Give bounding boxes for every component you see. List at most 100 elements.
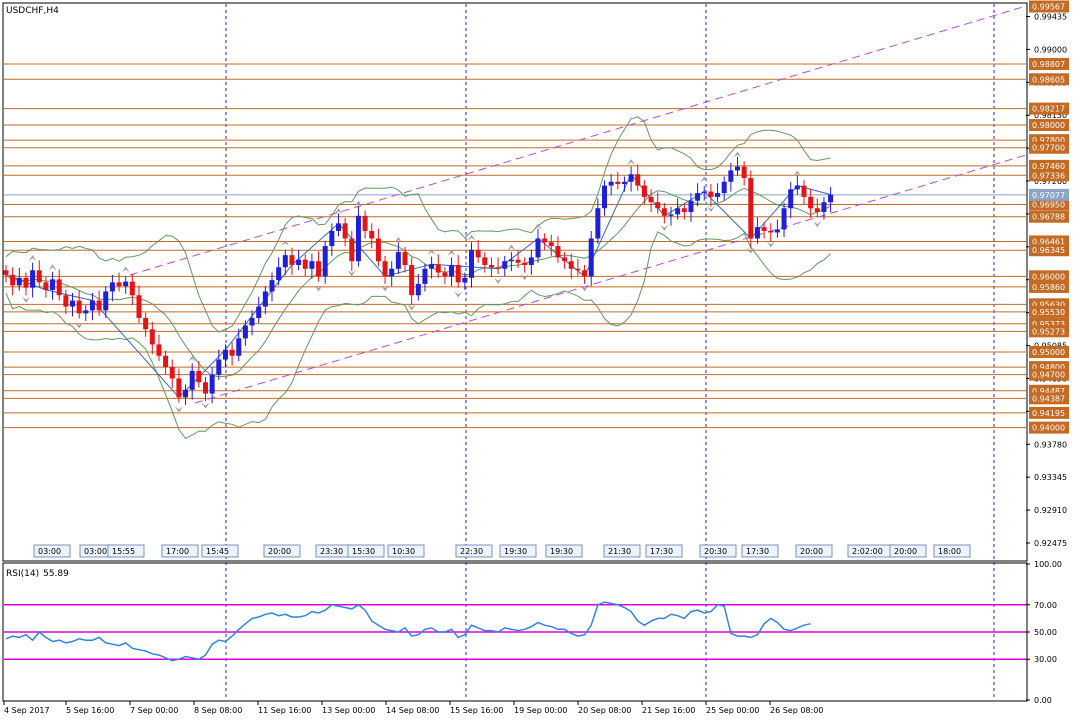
level-label: 0.96345: [1029, 244, 1069, 257]
price-tick-label: 0.92910: [1034, 506, 1067, 515]
time-tag-box: [741, 544, 779, 558]
time-tag-box: [889, 544, 927, 558]
level-label-box: [1029, 102, 1069, 115]
fractal-up-icon: [394, 237, 403, 244]
candle-body: [455, 264, 461, 283]
candle-body: [621, 181, 627, 185]
time-tag: 23:30: [315, 544, 353, 558]
candle-body: [149, 329, 155, 345]
candle-body: [768, 230, 774, 233]
level-label-box: [1029, 210, 1069, 223]
rsi-tick-label: 50.00: [1034, 628, 1057, 637]
time-tick-label: 15 Sep 16:00: [450, 706, 503, 715]
rsi-line: [5, 601, 811, 662]
candle-body: [695, 193, 701, 201]
candle-body: [708, 191, 714, 197]
fractal-down-icon: [660, 224, 669, 231]
candle-body: [229, 349, 235, 356]
candle-body: [50, 279, 56, 290]
level-label: 0.97460: [1029, 159, 1069, 172]
candle-body: [641, 185, 647, 197]
time-tick-label: 4 Sep 2017: [4, 706, 50, 715]
candle-body: [63, 295, 69, 307]
level-label-box: [1029, 421, 1069, 434]
candle-body: [163, 355, 169, 368]
time-tag-text: 20:00: [894, 547, 917, 556]
level-label-box: [1029, 270, 1069, 283]
rsi-tick-label: 70.00: [1034, 601, 1057, 610]
fractal-up-icon: [281, 240, 290, 247]
level-label: 0.97336: [1029, 169, 1069, 182]
rsi-indicator: 100.00 70.00 50.00 30.00 0.00: [4, 560, 1062, 705]
candle-body: [588, 238, 594, 277]
time-tag: 20:00: [263, 544, 301, 558]
level-label-text: 0.94387: [1032, 394, 1065, 403]
time-tag-text: 20:30: [704, 547, 727, 556]
time-tag-text: 15:55: [112, 547, 135, 556]
time-tick-label: 19 Sep 00:00: [514, 706, 567, 715]
time-tag: 15:30: [347, 544, 385, 558]
price-tick-label: 0.92475: [1034, 539, 1067, 548]
candle-body: [3, 270, 9, 275]
time-tag-box: [347, 544, 385, 558]
time-tag-text: 19:30: [504, 547, 527, 556]
candle-body: [774, 229, 780, 233]
level-label-box: [1029, 169, 1069, 182]
candle-body: [282, 255, 288, 268]
time-tag-box: [161, 544, 199, 558]
level-label-text: 0.96345: [1032, 246, 1065, 255]
zigzag-line: [5, 173, 831, 399]
candle-body: [495, 267, 501, 269]
price-panel: [2, 2, 1028, 562]
fractal-up-icon: [427, 249, 436, 256]
level-label-text: 0.95630: [1032, 300, 1065, 309]
candles: [3, 156, 834, 405]
candle-body: [362, 215, 368, 231]
candle-body: [249, 317, 255, 326]
symbol-label: USDCHF,H4: [6, 6, 59, 16]
candle-body: [482, 257, 488, 265]
level-label-text: 0.96461: [1032, 237, 1065, 246]
candle-body: [462, 277, 468, 283]
candle-body: [355, 215, 361, 262]
level-label-box: [1029, 159, 1069, 172]
candle-body: [761, 227, 767, 231]
candle-body: [648, 196, 654, 203]
candle-body: [661, 208, 667, 216]
time-tick-label: 14 Sep 08:00: [386, 706, 439, 715]
candle-body: [309, 261, 315, 269]
candle-body: [269, 280, 275, 292]
fractal-down-icon: [75, 322, 84, 329]
candle-body: [814, 208, 820, 213]
candle-body: [316, 261, 322, 277]
level-label: 0.94195: [1029, 406, 1069, 419]
candle-body: [156, 344, 162, 356]
time-tag: 15:55: [107, 544, 145, 558]
trend-channel: [129, 5, 1027, 404]
candle-body: [123, 281, 129, 287]
fractal-up-icon: [48, 264, 57, 271]
current-price-label-box: [1029, 188, 1069, 201]
candle-body: [36, 270, 42, 283]
time-tag-box: [603, 544, 641, 558]
time-tick-label: 25 Sep 00:00: [706, 706, 759, 715]
candle-body: [143, 317, 149, 330]
candle-body: [209, 374, 215, 394]
candle-body: [30, 270, 36, 288]
level-label-box: [1029, 198, 1069, 211]
candle-body: [103, 291, 109, 311]
candle-body: [262, 291, 268, 307]
time-tick-label: 26 Sep 08:00: [770, 706, 823, 715]
time-tag-box: [33, 544, 71, 558]
candle-body: [608, 181, 614, 186]
fractal-up-icon: [188, 355, 197, 362]
candle-body: [342, 223, 348, 239]
fractal-up-icon: [507, 244, 516, 251]
top-price-label-box: [1029, 0, 1069, 13]
candle-body: [794, 185, 800, 190]
time-tag-box: [455, 544, 493, 558]
current-price-label: 0.97077: [1029, 188, 1069, 201]
candle-body: [222, 349, 228, 360]
candle-body: [595, 208, 601, 239]
